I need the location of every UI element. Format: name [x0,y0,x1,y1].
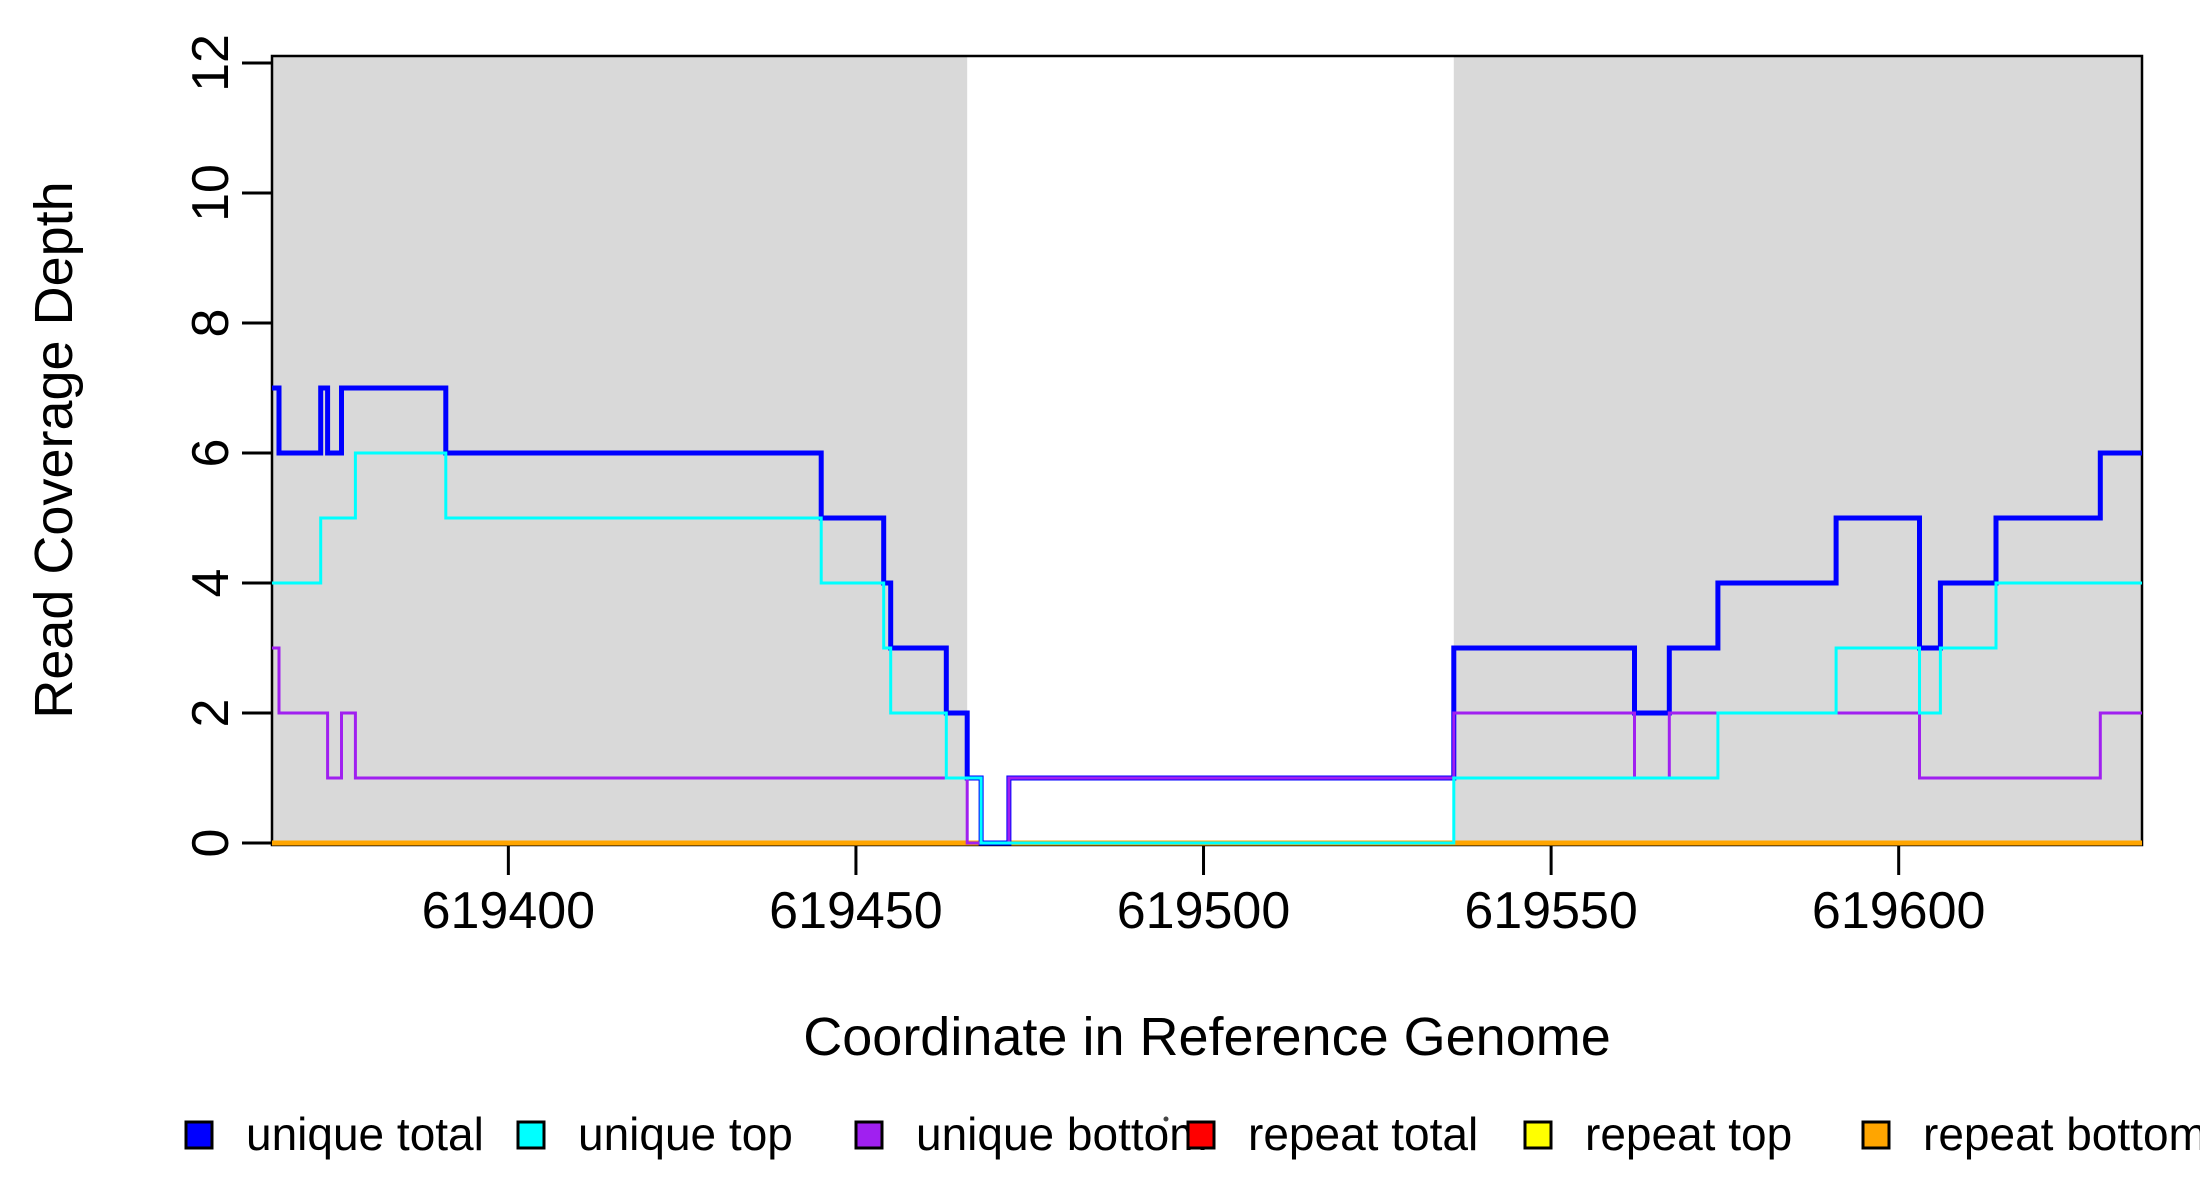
legend-item-label: repeat total [1248,1108,1478,1160]
axes-layer: 619400 619450 619500 619550 619600 0 2 4 6 8 10 12 [182,34,2144,940]
legend-swatch [1523,1120,1553,1150]
x-tick-label: 619400 [422,882,596,940]
legend-swatch [1186,1120,1216,1150]
x-tick-label: 619600 [1812,882,1986,940]
y-tick-label: 0 [182,829,240,858]
legend-swatch [854,1120,884,1150]
y-tick-label: 8 [182,309,240,338]
legend-item-label: unique total [246,1108,484,1160]
legend-item-repeat-total: repeat total [1186,1108,1478,1160]
series-line-unique-top [272,451,2142,845]
legend-item-repeat-top: repeat top [1523,1108,1792,1160]
legend-swatch [184,1120,214,1150]
y-tick-label: 2 [182,699,240,728]
x-tick-label: 619500 [1117,882,1291,940]
y-tick-label: 12 [182,34,240,92]
legend-item-label: repeat bottom [1923,1108,2200,1160]
x-tick-label: 619550 [1464,882,1638,940]
shaded-region [1453,56,2142,845]
series-line-unique-bottom [272,646,2142,845]
legend-item-unique-total: unique total [184,1108,484,1160]
legend-item-unique-top: unique top [516,1108,793,1160]
series-lines-layer [272,385,2142,846]
legend-item-label: unique bottom [916,1108,1208,1160]
legend-item-repeat-bottom: repeat bottom [1861,1108,2200,1160]
legend-item-label: unique top [578,1108,793,1160]
legend-item-unique-bottom: unique bottom [854,1108,1208,1160]
legend-swatch [516,1120,546,1150]
legend-item-label: repeat top [1585,1108,1792,1160]
y-tick-label: 4 [182,569,240,598]
x-tick-label: 619450 [769,882,943,940]
y-tick-label: 10 [182,164,240,222]
legend-swatch [1861,1120,1891,1150]
y-tick-label: 6 [182,439,240,468]
shaded-regions-layer [272,56,2142,845]
y-axis-title: Read Coverage Depth [24,181,84,718]
legend-stray-dot [1163,1116,1169,1122]
x-axis-title: Coordinate in Reference Genome [803,1007,1610,1067]
legend: unique total unique top unique bottom repea… [184,1108,2200,1160]
